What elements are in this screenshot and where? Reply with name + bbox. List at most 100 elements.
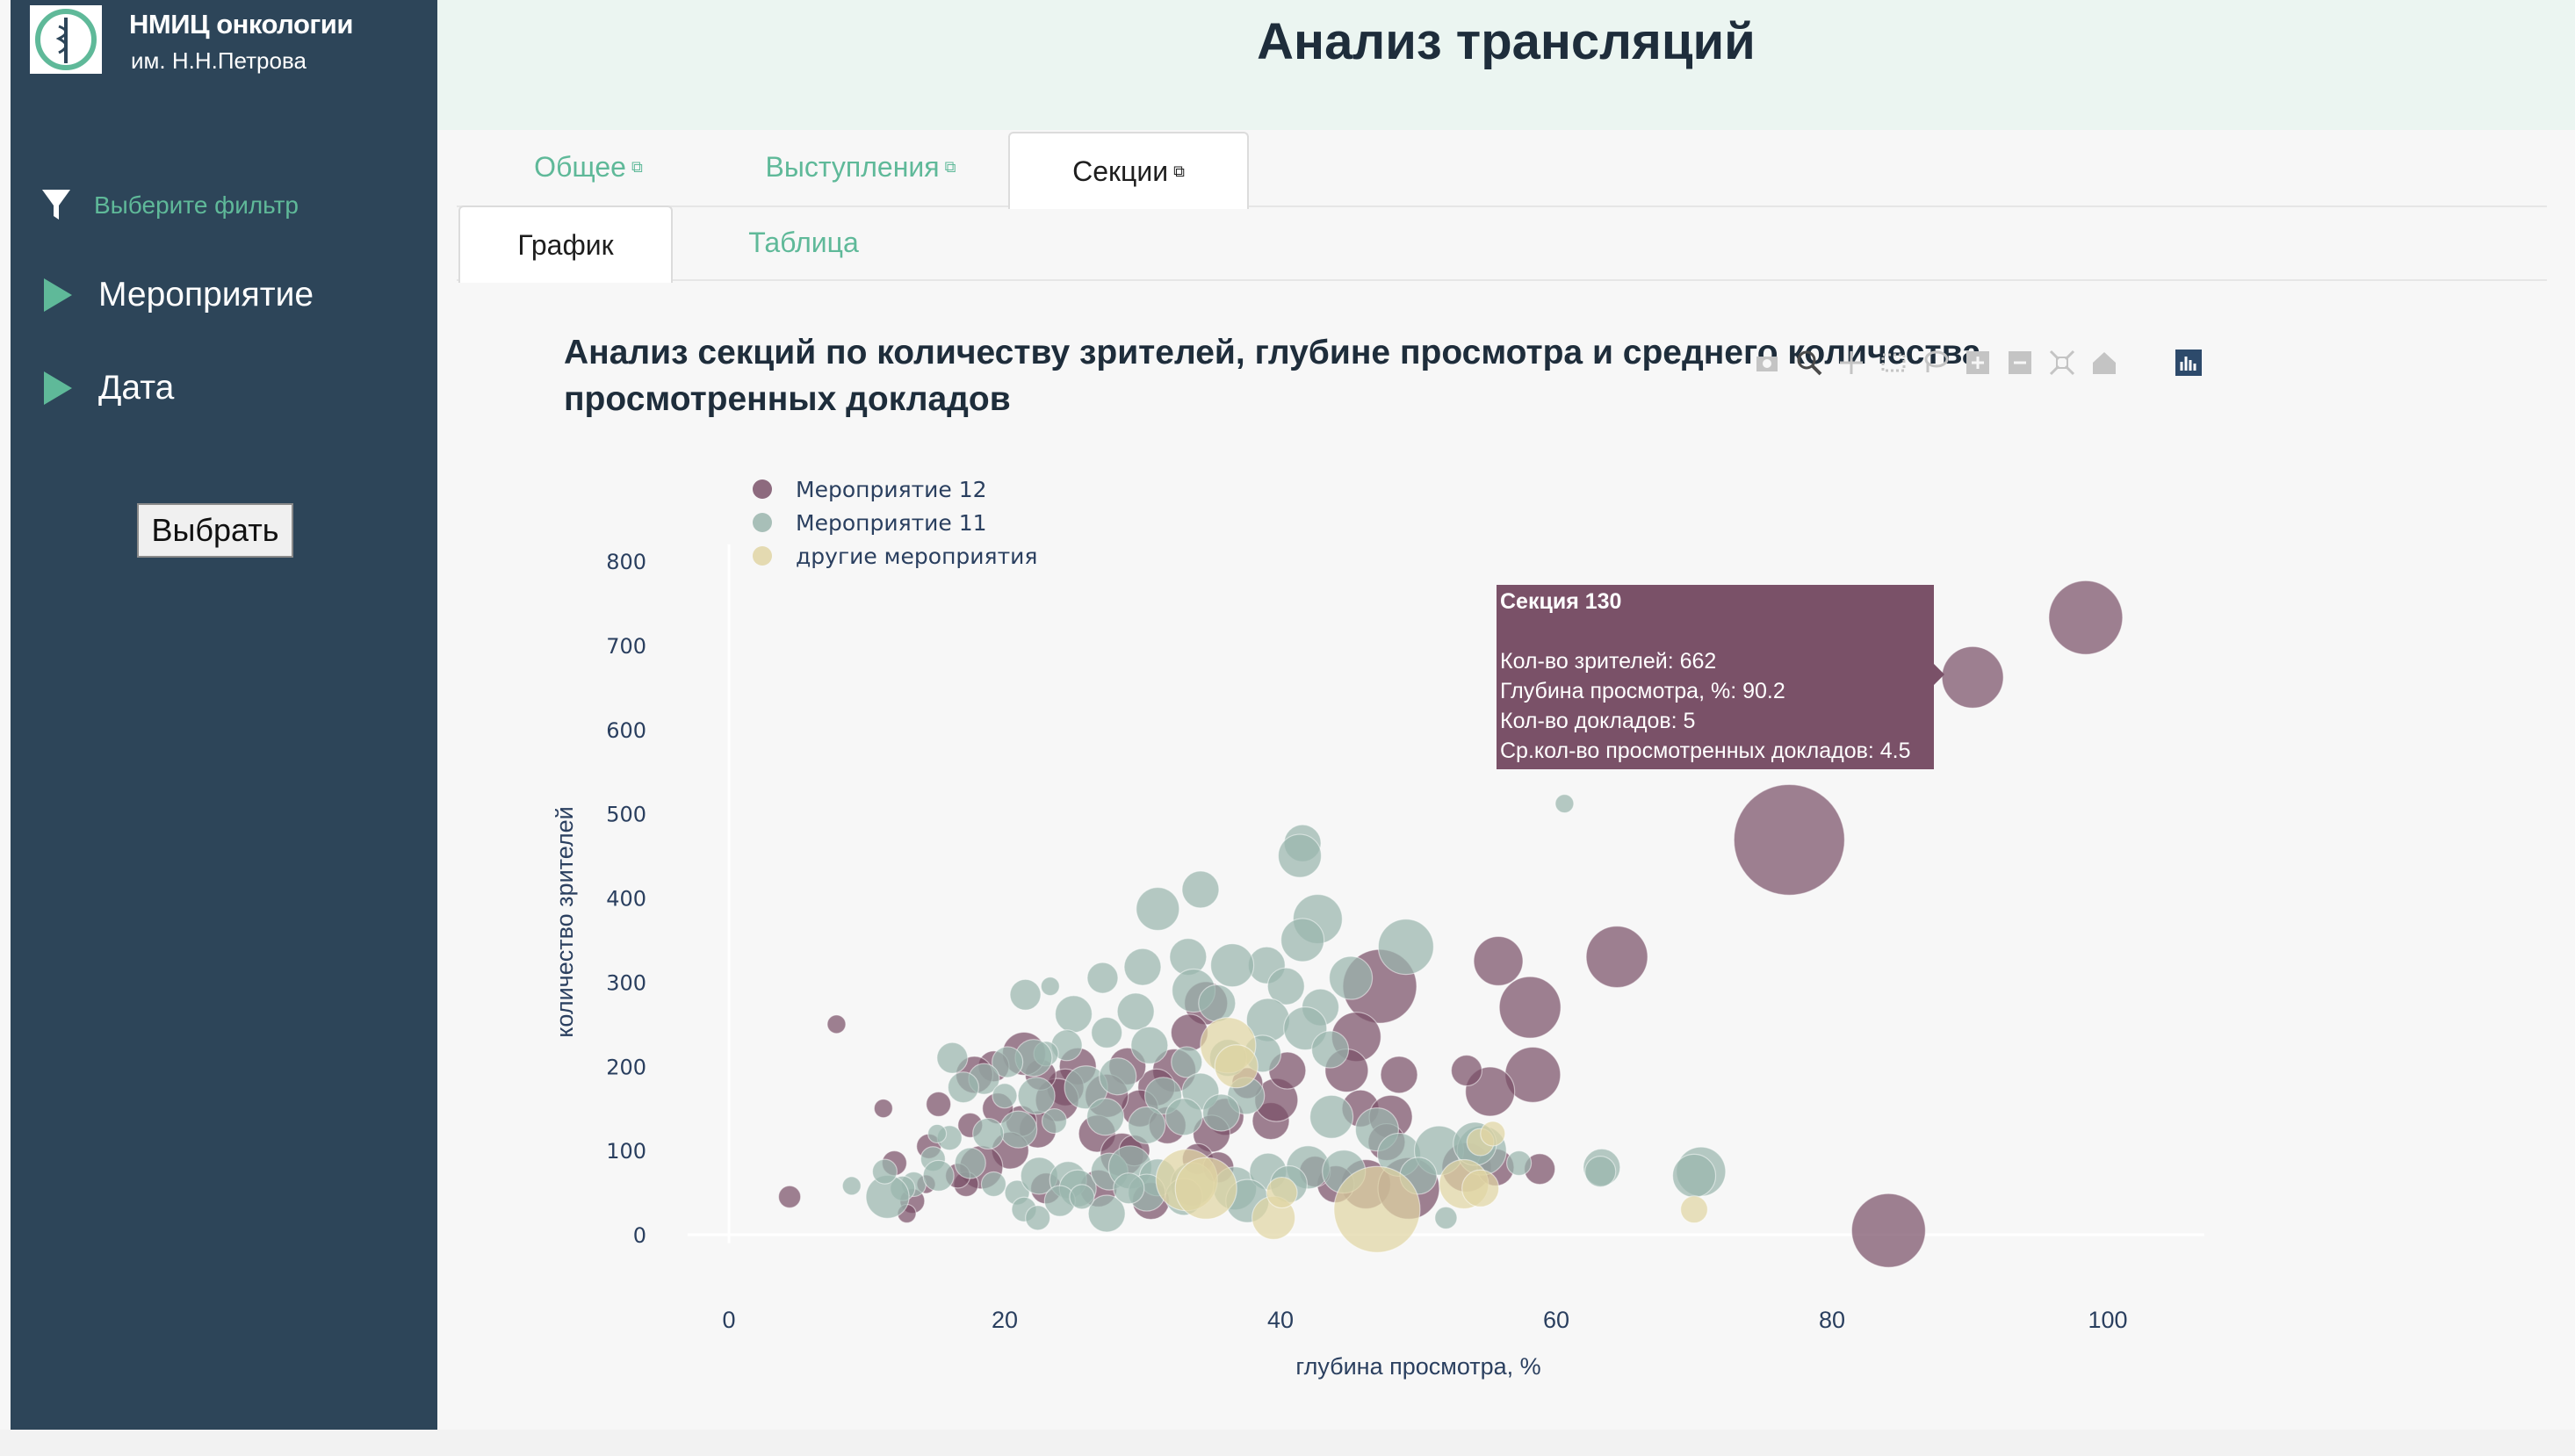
- data-point[interactable]: [1025, 1205, 1051, 1231]
- data-point[interactable]: [1310, 1030, 1350, 1069]
- data-point[interactable]: [992, 1083, 1018, 1109]
- data-point[interactable]: [841, 1176, 862, 1196]
- data-point[interactable]: [927, 1123, 948, 1144]
- pan-icon[interactable]: [1836, 348, 1866, 378]
- data-point[interactable]: [1850, 1193, 1926, 1268]
- legend-marker[interactable]: [753, 479, 772, 499]
- plotly-logo-icon[interactable]: [2174, 348, 2204, 378]
- select-button[interactable]: Выбрать: [137, 503, 293, 558]
- data-point[interactable]: [1214, 1044, 1259, 1089]
- data-point[interactable]: [1174, 1157, 1237, 1220]
- data-point[interactable]: [873, 1099, 893, 1119]
- legend-label[interactable]: Мероприятие 11: [796, 510, 987, 536]
- data-point[interactable]: [1041, 1107, 1068, 1135]
- legend-marker[interactable]: [753, 546, 772, 566]
- data-point[interactable]: [1506, 1150, 1533, 1177]
- data-point[interactable]: [1584, 1155, 1617, 1188]
- data-point[interactable]: [1450, 1054, 1483, 1087]
- data-point[interactable]: [1333, 1165, 1421, 1253]
- data-point[interactable]: [1086, 962, 1119, 994]
- data-point[interactable]: [926, 1091, 952, 1117]
- data-point[interactable]: [1480, 1121, 1506, 1147]
- tab-label: Общее: [534, 150, 626, 183]
- data-point[interactable]: [1461, 1169, 1500, 1207]
- data-point[interactable]: [1181, 870, 1220, 909]
- data-point[interactable]: [1328, 955, 1374, 1000]
- data-point[interactable]: [777, 1185, 802, 1209]
- data-point[interactable]: [826, 1014, 847, 1034]
- tab-label: График: [517, 228, 614, 261]
- tab-chart[interactable]: График: [458, 205, 673, 283]
- data-point[interactable]: [1380, 1056, 1418, 1094]
- data-point[interactable]: [1113, 1172, 1145, 1205]
- data-point[interactable]: [1266, 1176, 1298, 1209]
- data-point[interactable]: [1069, 1184, 1095, 1210]
- data-point[interactable]: [1116, 992, 1155, 1031]
- data-point[interactable]: [1040, 977, 1060, 997]
- data-point[interactable]: [1280, 918, 1325, 962]
- data-point[interactable]: [1171, 1046, 1203, 1078]
- legend-marker[interactable]: [753, 513, 772, 532]
- data-point[interactable]: [992, 1046, 1024, 1078]
- tab-speeches[interactable]: Выступления ⧉: [720, 130, 1001, 204]
- tab-sections[interactable]: Секции ⧉: [1008, 132, 1249, 209]
- data-point[interactable]: [1165, 1098, 1203, 1136]
- data-point[interactable]: [980, 1171, 1007, 1198]
- data-point[interactable]: [1201, 1093, 1241, 1132]
- y-tick-label: 200: [606, 1055, 646, 1079]
- data-point[interactable]: [922, 1159, 955, 1192]
- autoscale-icon[interactable]: [2047, 348, 2077, 378]
- zoom-out-icon[interactable]: [2005, 348, 2035, 378]
- data-point[interactable]: [1434, 1206, 1458, 1230]
- data-point[interactable]: [1309, 1094, 1354, 1139]
- camera-icon[interactable]: [1752, 348, 1782, 378]
- data-point[interactable]: [1498, 976, 1562, 1039]
- zoom-in-icon[interactable]: [1963, 348, 1993, 378]
- lasso-select-icon[interactable]: [1921, 348, 1951, 378]
- data-point[interactable]: [936, 1042, 969, 1074]
- x-tick-label: 0: [722, 1307, 735, 1333]
- data-point[interactable]: [1087, 1194, 1126, 1233]
- data-point[interactable]: [1377, 919, 1434, 976]
- data-point[interactable]: [1266, 967, 1305, 1006]
- expand-triangle-icon: [44, 371, 72, 405]
- tab-table[interactable]: Таблица: [694, 205, 913, 279]
- data-point[interactable]: [1473, 935, 1524, 987]
- data-point[interactable]: [1054, 995, 1093, 1034]
- data-point[interactable]: [1091, 1016, 1123, 1049]
- data-point[interactable]: [2048, 580, 2124, 655]
- box-select-icon[interactable]: [1879, 348, 1908, 378]
- data-point[interactable]: [1733, 783, 1845, 896]
- tab-general[interactable]: Общее ⧉: [492, 130, 685, 204]
- y-tick-label: 700: [606, 634, 646, 659]
- data-point[interactable]: [1128, 1106, 1166, 1144]
- data-point[interactable]: [871, 1158, 898, 1185]
- data-point[interactable]: [1136, 886, 1180, 932]
- data-point[interactable]: [1123, 948, 1162, 986]
- data-point[interactable]: [1585, 926, 1648, 989]
- data-point[interactable]: [954, 1147, 986, 1179]
- legend-label[interactable]: другие мероприятия: [796, 544, 1037, 569]
- data-point[interactable]: [1679, 1195, 1708, 1224]
- data-point[interactable]: [1277, 833, 1323, 878]
- data-point[interactable]: [1086, 1098, 1125, 1136]
- data-point[interactable]: [1099, 1057, 1137, 1096]
- x-tick-label: 100: [2088, 1307, 2127, 1333]
- reset-axes-icon[interactable]: [2089, 348, 2119, 378]
- data-point[interactable]: [1554, 794, 1575, 814]
- legend-label[interactable]: Мероприятие 12: [796, 477, 987, 502]
- sidebar-item-date[interactable]: Дата: [44, 369, 174, 407]
- data-point[interactable]: [1671, 1153, 1717, 1198]
- data-point[interactable]: [1009, 978, 1042, 1011]
- data-point[interactable]: [947, 1071, 980, 1104]
- data-point[interactable]: [999, 1110, 1038, 1149]
- zoom-icon[interactable]: [1794, 348, 1824, 378]
- data-point[interactable]: [1209, 943, 1255, 988]
- data-point[interactable]: [1017, 1077, 1056, 1115]
- sidebar-item-event[interactable]: Мероприятие: [44, 276, 314, 314]
- data-point[interactable]: [1130, 1026, 1169, 1064]
- data-point[interactable]: [1941, 645, 2004, 709]
- data-point[interactable]: [972, 1117, 1005, 1150]
- data-point[interactable]: [1198, 984, 1237, 1022]
